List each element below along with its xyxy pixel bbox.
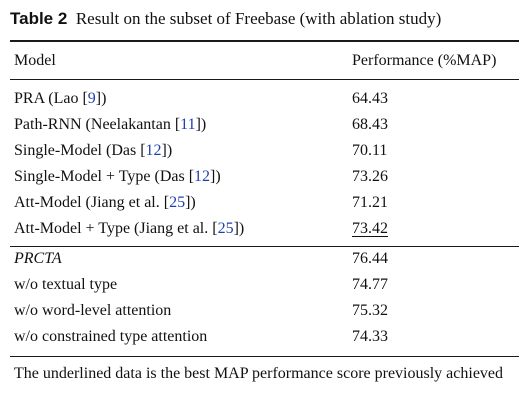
value-cell: 74.33: [352, 328, 388, 345]
bottom-rule: [10, 356, 519, 357]
table-row: PRCTA 76.44: [0, 250, 529, 276]
table-caption: Table 2 Result on the subset of Freebase…: [10, 9, 441, 29]
citation-link[interactable]: 25: [217, 220, 234, 237]
table-title: Result on the subset of Freebase (with a…: [75, 9, 442, 28]
table-footnote: The underlined data is the best MAP perf…: [14, 365, 504, 382]
table-label: Table 2: [10, 9, 68, 28]
table-row: Path-RNN (Neelakantan [11]) 68.43: [0, 116, 529, 142]
header-performance: Performance (%MAP): [352, 52, 497, 69]
model-cell: PRCTA: [14, 250, 62, 267]
value-cell: 70.11: [352, 142, 388, 159]
table-row: w/o textual type 74.77: [0, 276, 529, 302]
table-row: Single-Model + Type (Das [12]) 73.26: [0, 168, 529, 194]
value-cell: 76.44: [352, 250, 388, 267]
table-row: Att-Model (Jiang et al. [25]) 71.21: [0, 194, 529, 220]
model-cell: w/o word-level attention: [14, 302, 172, 319]
citation-link[interactable]: 12: [194, 168, 211, 185]
value-cell: 73.26: [352, 168, 388, 185]
best-prior-value-cell: 73.42: [352, 220, 388, 237]
table-row: w/o word-level attention 75.32: [0, 302, 529, 328]
table-row: PRA (Lao [9]) 64.43: [0, 90, 529, 116]
model-cell: Single-Model (Das [12]): [14, 142, 173, 159]
model-cell: Att-Model + Type (Jiang et al. [25]): [14, 220, 245, 237]
model-cell: PRA (Lao [9]): [14, 90, 107, 107]
citation-link[interactable]: 11: [180, 116, 196, 133]
citation-link[interactable]: 25: [169, 194, 186, 211]
value-cell: 75.32: [352, 302, 388, 319]
citation-link[interactable]: 12: [145, 142, 162, 159]
value-cell: 68.43: [352, 116, 388, 133]
model-cell: Single-Model + Type (Das [12]): [14, 168, 221, 185]
header-rule: [10, 79, 519, 80]
model-cell: Att-Model (Jiang et al. [25]): [14, 194, 196, 211]
table-row: w/o constrained type attention 74.33: [0, 328, 529, 354]
table-row: Att-Model + Type (Jiang et al. [25]) 73.…: [0, 220, 529, 246]
model-cell: w/o constrained type attention: [14, 328, 208, 345]
top-rule: [10, 40, 519, 42]
value-cell: 71.21: [352, 194, 388, 211]
table-row: Single-Model (Das [12]) 70.11: [0, 142, 529, 168]
model-cell: w/o textual type: [14, 276, 118, 293]
section-rule: [10, 246, 519, 247]
value-cell: 64.43: [352, 90, 388, 107]
header-model: Model: [14, 52, 56, 69]
value-cell: 74.77: [352, 276, 388, 293]
model-cell: Path-RNN (Neelakantan [11]): [14, 116, 207, 133]
citation-link[interactable]: 9: [87, 90, 96, 107]
